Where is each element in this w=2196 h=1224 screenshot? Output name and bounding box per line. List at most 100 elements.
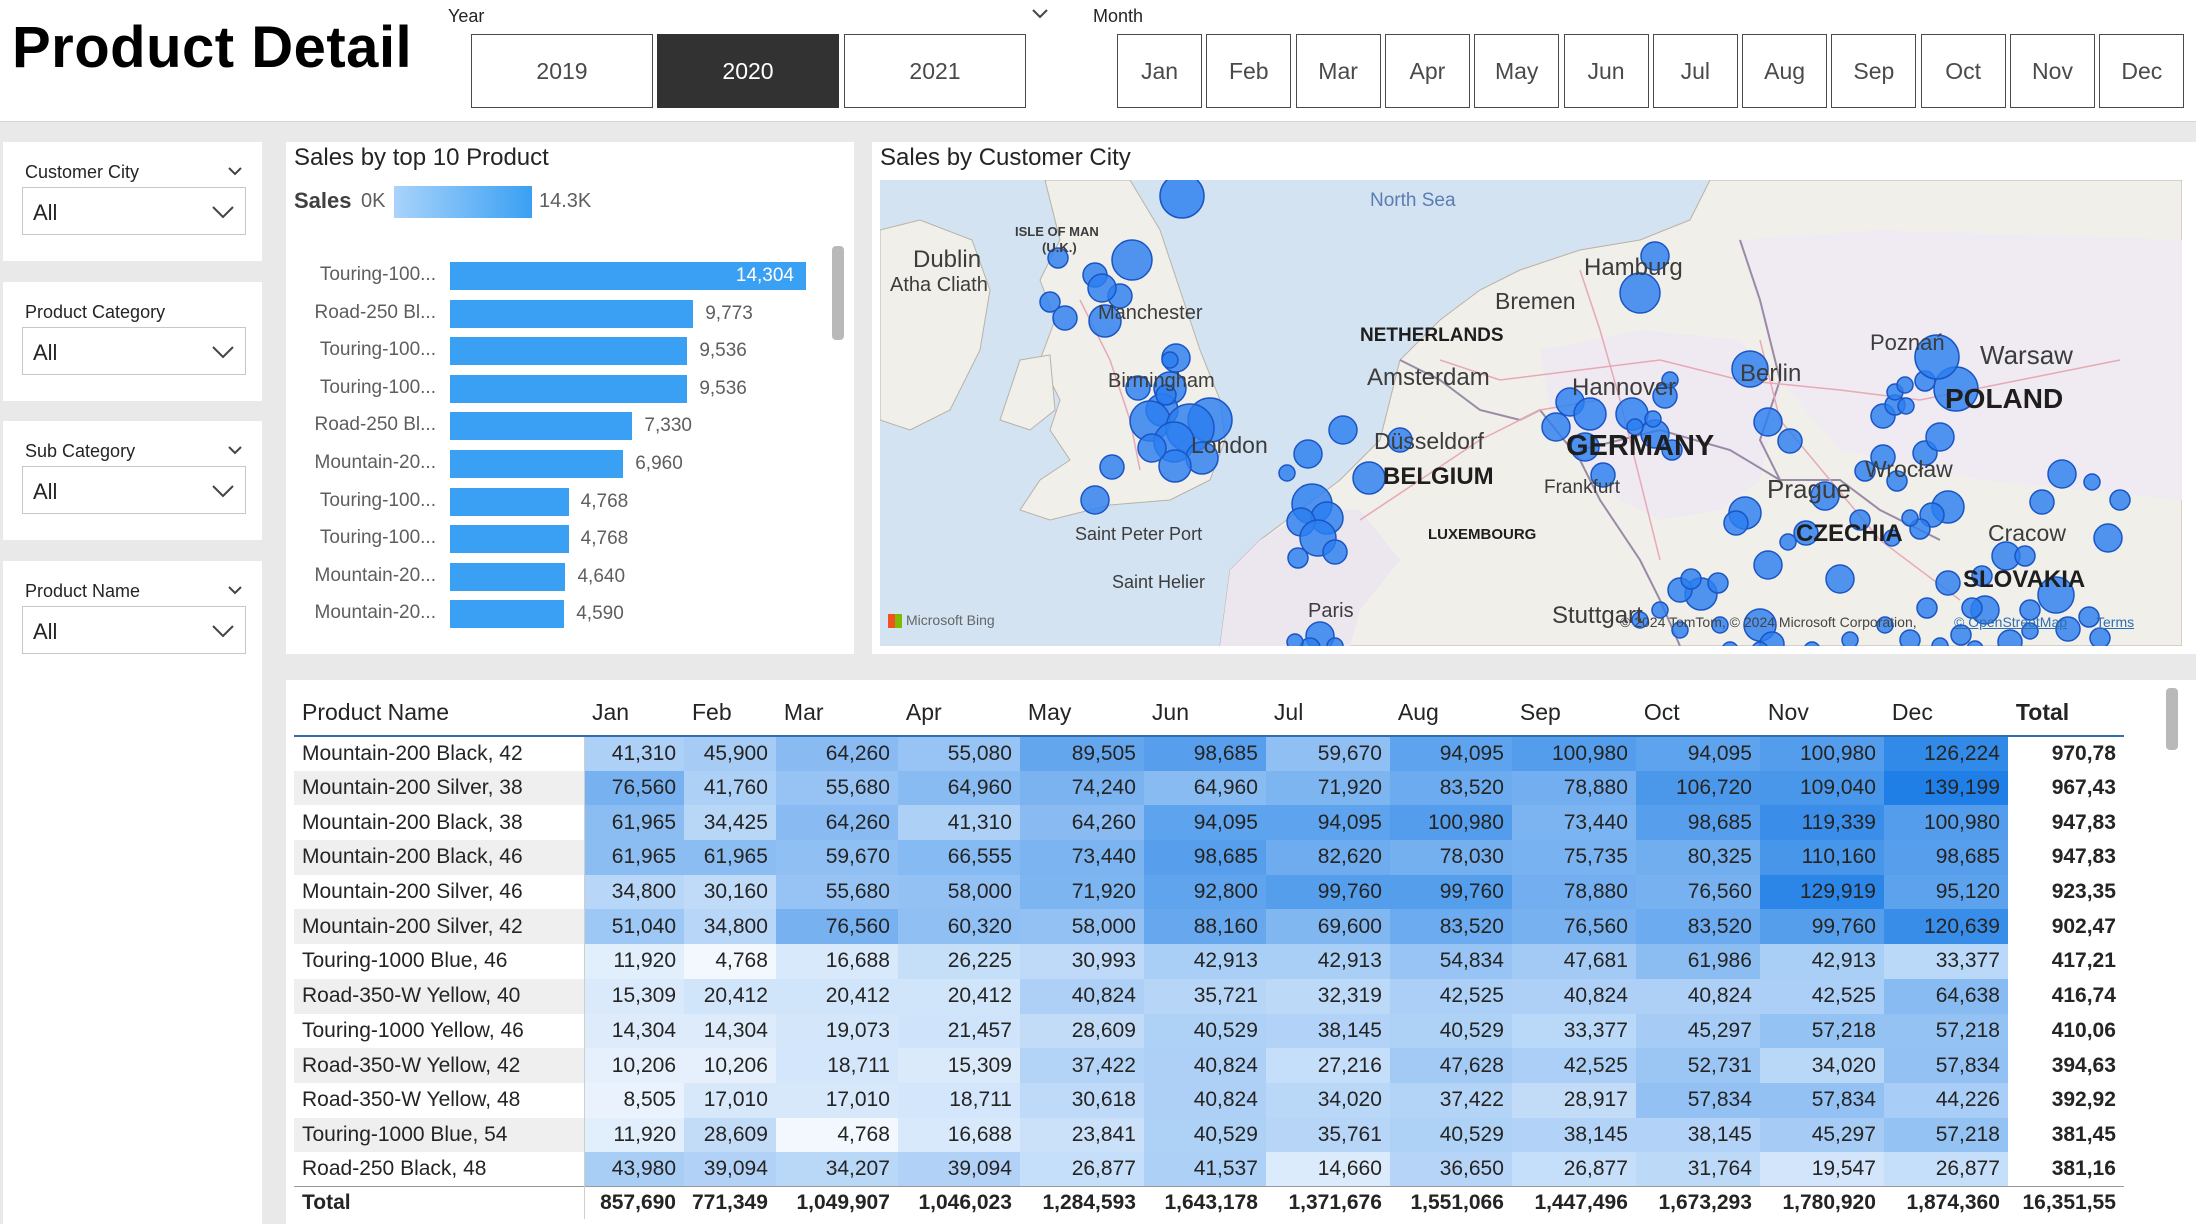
column-header[interactable]: Mar: [775, 690, 898, 737]
bar[interactable]: [450, 450, 624, 478]
map-label: ISLE OF MAN: [1015, 224, 1099, 239]
month-tile-may[interactable]: May: [1474, 34, 1560, 108]
column-header[interactable]: Sep: [1511, 690, 1636, 737]
table-cell: 26,877: [1883, 1152, 2008, 1187]
bar[interactable]: [450, 487, 569, 516]
column-header[interactable]: Aug: [1389, 690, 1512, 737]
table-row[interactable]: Road-350-W Yellow, 48 8,505 17,010 17,010 18…: [294, 1082, 2124, 1118]
bar[interactable]: [450, 525, 569, 554]
total-cell: 1,049,907: [775, 1186, 898, 1219]
month-tile-sep[interactable]: Sep: [1831, 34, 1917, 108]
table-row[interactable]: Mountain-200 Black, 42 41,310 45,900 64,260…: [294, 736, 2124, 771]
year-tile-2020[interactable]: 2020: [657, 34, 839, 108]
table-cell: 38,145: [1511, 1117, 1636, 1153]
map-label: Hamburg: [1584, 254, 1683, 281]
column-header[interactable]: Apr: [897, 690, 1020, 737]
matrix-card: Product Name Jan Feb Mar Apr May Jun Jul Aug Sep O…: [286, 680, 2196, 1224]
map-area[interactable]: North Sea ISLE OF MAN (U.K.) Dublin Atha…: [880, 180, 2182, 646]
column-header-product-name[interactable]: Product Name: [294, 690, 584, 737]
sub-category-dropdown[interactable]: All: [22, 466, 246, 514]
table-row[interactable]: Touring-1000 Blue, 46 11,920 4,768 16,688 26…: [294, 944, 2124, 979]
bar[interactable]: [450, 562, 566, 591]
year-tile-2021[interactable]: 2021: [844, 34, 1026, 108]
table-row[interactable]: Mountain-200 Black, 46 61,965 61,965 59,670…: [294, 840, 2124, 875]
bar[interactable]: [450, 412, 633, 441]
table-cell: 64,260: [775, 805, 898, 841]
bar[interactable]: [450, 374, 688, 403]
table-row[interactable]: Touring-1000 Yellow, 46 14,304 14,304 19,07…: [294, 1013, 2124, 1049]
table-cell: 41,310: [584, 736, 684, 771]
column-header[interactable]: Jun: [1143, 690, 1266, 737]
table-row[interactable]: Mountain-200 Black, 38 61,965 34,425 64,260…: [294, 805, 2124, 841]
chevron-down-icon[interactable]: [226, 443, 244, 457]
table-cell: 76,560: [1635, 874, 1760, 910]
bar[interactable]: [450, 262, 806, 290]
bar[interactable]: [450, 600, 565, 629]
column-header[interactable]: Jan: [584, 690, 684, 737]
table-cell: 11,920: [584, 1117, 684, 1153]
bar[interactable]: [450, 299, 694, 328]
product-name-dropdown[interactable]: All: [22, 606, 246, 654]
row-total-cell: 416,74: [2051, 984, 2116, 1008]
map-title: Sales by Customer City: [880, 144, 1131, 171]
table-cell: 71,920: [1265, 770, 1390, 806]
table-cell: 27,216: [1265, 1048, 1390, 1083]
chevron-down-icon[interactable]: [226, 583, 244, 597]
table-row[interactable]: Road-350-W Yellow, 42 10,206 10,206 18,711 1…: [294, 1048, 2124, 1083]
table-cell: 59,670: [775, 840, 898, 875]
table-cell: 40,529: [1389, 1013, 1512, 1049]
osm-link[interactable]: © OpenStreetMap: [1954, 614, 2068, 630]
month-tile-aug[interactable]: Aug: [1742, 34, 1828, 108]
product-category-dropdown[interactable]: All: [22, 327, 246, 375]
table-cell: 88,160: [1143, 909, 1266, 945]
month-tile-feb[interactable]: Feb: [1206, 34, 1292, 108]
total-cell: 1,780,920: [1759, 1186, 1884, 1219]
table-cell: 55,680: [775, 770, 898, 806]
total-cell: 1,673,293: [1635, 1186, 1760, 1219]
year-tile-2019[interactable]: 2019: [471, 34, 653, 108]
month-tile-nov[interactable]: Nov: [2010, 34, 2095, 108]
row-product-name: Road-350-W Yellow, 42: [294, 1048, 585, 1083]
table-row[interactable]: Mountain-200 Silver, 46 34,800 30,160 55,68…: [294, 874, 2124, 910]
table-row[interactable]: Touring-1000 Blue, 54 11,920 28,609 4,768 16…: [294, 1117, 2124, 1153]
column-header[interactable]: Total: [2007, 690, 2124, 737]
table-row[interactable]: Road-250 Black, 48 43,980 39,094 34,207 39,0…: [294, 1152, 2124, 1187]
table-row[interactable]: Mountain-200 Silver, 42 51,040 34,800 76,56…: [294, 909, 2124, 945]
month-tile-jun[interactable]: Jun: [1563, 34, 1649, 108]
table-row[interactable]: Mountain-200 Silver, 38 76,560 41,760 55,68…: [294, 770, 2124, 806]
table-cell: 30,993: [1019, 944, 1144, 979]
table-cell: 30,618: [1019, 1082, 1144, 1118]
table-row[interactable]: Road-350-W Yellow, 40 15,309 20,412 20,412 2…: [294, 978, 2124, 1014]
customer-city-dropdown[interactable]: All: [22, 187, 246, 235]
bar-value-label: 14,304: [735, 265, 794, 286]
chevron-down-icon: [212, 206, 234, 219]
map-label: (U.K.): [1042, 240, 1077, 255]
month-tile-dec[interactable]: Dec: [2099, 34, 2185, 108]
month-tile-oct[interactable]: Oct: [1920, 34, 2006, 108]
month-tile-mar[interactable]: Mar: [1295, 34, 1381, 108]
column-header[interactable]: May: [1019, 690, 1144, 737]
row-product-name: Mountain-200 Silver, 46: [294, 874, 585, 910]
table-cell: 15,309: [897, 1048, 1020, 1083]
month-tile-apr[interactable]: Apr: [1384, 34, 1470, 108]
chevron-down-icon[interactable]: [1030, 6, 1050, 22]
column-header[interactable]: Dec: [1883, 690, 2008, 737]
table-cell: 26,877: [1019, 1152, 1144, 1187]
table-cell: 41,537: [1143, 1152, 1266, 1187]
month-tile-jan[interactable]: Jan: [1117, 34, 1202, 108]
bar[interactable]: [450, 337, 688, 366]
table-cell: 119,339: [1759, 805, 1884, 841]
table-cell: 10,206: [584, 1048, 684, 1083]
column-header[interactable]: Nov: [1759, 690, 1884, 737]
column-header[interactable]: Oct: [1635, 690, 1760, 737]
month-tile-jul[interactable]: Jul: [1652, 34, 1738, 108]
table-cell: 28,609: [1019, 1013, 1144, 1049]
column-header[interactable]: Feb: [684, 690, 776, 737]
column-header[interactable]: Jul: [1265, 690, 1390, 737]
map-label: Stuttgart: [1552, 602, 1643, 629]
sales-matrix: Product Name Jan Feb Mar Apr May Jun Jul Aug Sep O…: [294, 690, 2124, 1219]
scrollbar-thumb[interactable]: [832, 246, 844, 340]
terms-link[interactable]: Terms: [2096, 614, 2135, 630]
scrollbar-thumb[interactable]: [2166, 688, 2178, 750]
chevron-down-icon[interactable]: [226, 164, 244, 178]
